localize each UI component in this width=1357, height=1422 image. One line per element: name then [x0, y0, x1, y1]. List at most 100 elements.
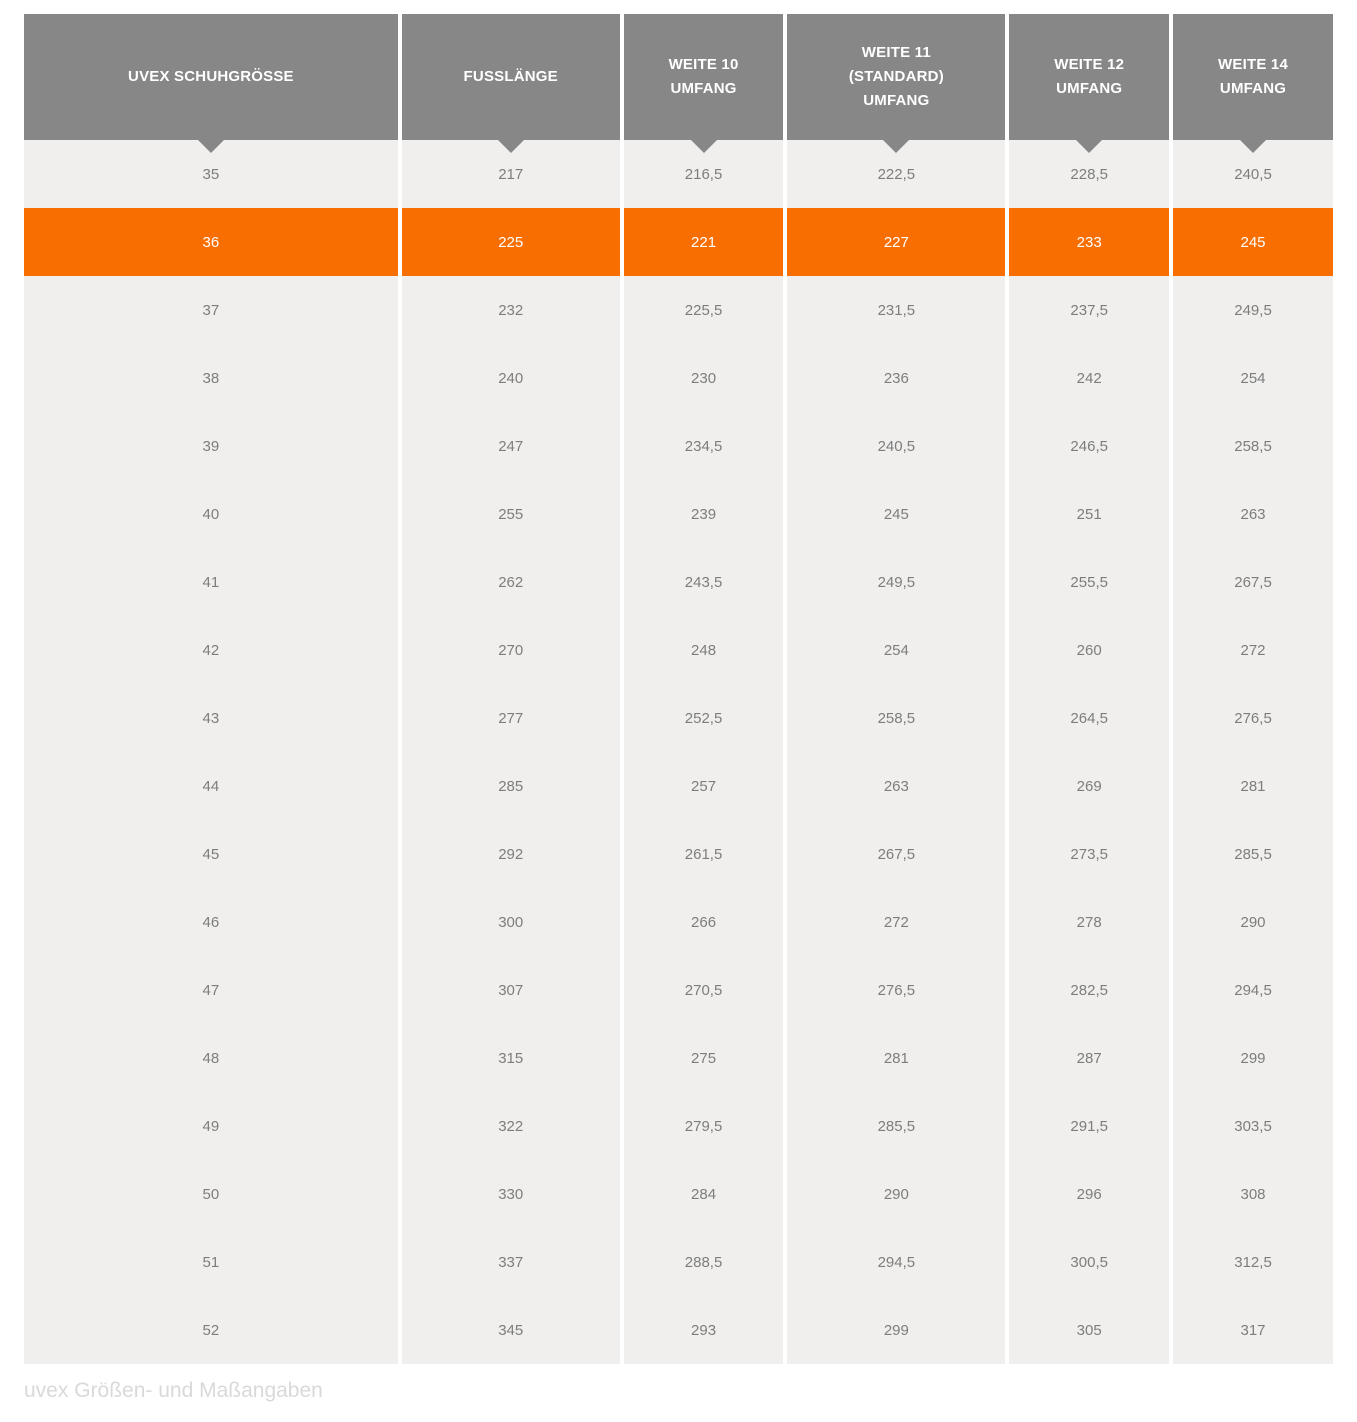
column-header-6: WEITE 14 UMFANG	[1173, 14, 1333, 153]
column-header-label: WEITE 11 (STANDARD) UMFANG	[848, 44, 944, 109]
cell-measurement: 251	[1009, 480, 1170, 548]
table-row-size-50[interactable]: 50 330 284 290 296 308	[24, 1160, 1333, 1228]
cell-measurement: 287	[1009, 1024, 1170, 1092]
table-header-row: UVEX SCHUHGRÖSSE FUSSLÄNGE WEITE 10 UMFANG W…	[24, 14, 1333, 153]
cell-measurement: 245	[787, 480, 1006, 548]
table-row-size-36[interactable]: 36 225 221 227 233 245	[24, 208, 1333, 276]
cell-measurement: 227	[787, 208, 1006, 276]
cell-measurement: 307	[401, 956, 620, 1024]
cell-measurement: 269	[1009, 752, 1170, 820]
table-row-size-40[interactable]: 40 255 239 245 251 263	[24, 480, 1333, 548]
column-header-label: WEITE 12 UMFANG	[1054, 56, 1125, 97]
cell-measurement: 262	[401, 548, 620, 616]
cell-measurement: 277	[401, 684, 620, 752]
cell-measurement: 225	[401, 208, 620, 276]
cell-measurement: 257	[623, 752, 784, 820]
table-row-size-44[interactable]: 44 285 257 263 269 281	[24, 752, 1333, 820]
column-header-2: FUSSLÄNGE	[401, 14, 620, 153]
table-row-size-37[interactable]: 37 232 225,5 231,5 237,5 249,5	[24, 276, 1333, 344]
cell-measurement: 281	[787, 1024, 1006, 1092]
table-row-size-51[interactable]: 51 337 288,5 294,5 300,5 312,5	[24, 1228, 1333, 1296]
cell-measurement: 273,5	[1009, 820, 1170, 888]
cell-measurement: 240,5	[787, 412, 1006, 480]
table-row-size-46[interactable]: 46 300 266 272 278 290	[24, 888, 1333, 956]
cell-measurement: 263	[1173, 480, 1333, 548]
cell-measurement: 225,5	[623, 276, 784, 344]
cell-measurement: 243,5	[623, 548, 784, 616]
cell-measurement: 272	[1173, 616, 1333, 684]
cell-measurement: 255	[401, 480, 620, 548]
column-header-5: WEITE 12 UMFANG	[1009, 14, 1170, 153]
header-arrow-down-icon	[882, 139, 911, 153]
cell-measurement: 290	[1173, 888, 1333, 956]
cell-measurement: 221	[623, 208, 784, 276]
cell-measurement: 322	[401, 1092, 620, 1160]
column-header-4: WEITE 11 (STANDARD) UMFANG	[787, 14, 1006, 153]
table-row-size-38[interactable]: 38 240 230 236 242 254	[24, 344, 1333, 412]
header-arrow-down-icon	[496, 139, 525, 153]
table-row-size-47[interactable]: 47 307 270,5 276,5 282,5 294,5	[24, 956, 1333, 1024]
cell-measurement: 300,5	[1009, 1228, 1170, 1296]
size-table: UVEX SCHUHGRÖSSE FUSSLÄNGE WEITE 10 UMFANG W…	[24, 14, 1333, 1364]
table-row-size-48[interactable]: 48 315 275 281 287 299	[24, 1024, 1333, 1092]
cell-measurement: 285,5	[787, 1092, 1006, 1160]
cell-measurement: 285,5	[1173, 820, 1333, 888]
cell-measurement: 272	[787, 888, 1006, 956]
cell-shoe-size: 38	[24, 344, 398, 412]
cell-measurement: 285	[401, 752, 620, 820]
cell-measurement: 263	[787, 752, 1006, 820]
cell-measurement: 240	[401, 344, 620, 412]
cell-measurement: 308	[1173, 1160, 1333, 1228]
cell-measurement: 312,5	[1173, 1228, 1333, 1296]
cell-measurement: 294,5	[1173, 956, 1333, 1024]
cell-measurement: 290	[787, 1160, 1006, 1228]
cell-measurement: 230	[623, 344, 784, 412]
table-row-size-42[interactable]: 42 270 248 254 260 272	[24, 616, 1333, 684]
column-header-1: UVEX SCHUHGRÖSSE	[24, 14, 398, 153]
cell-shoe-size: 42	[24, 616, 398, 684]
table-caption: uvex Größen- und Maßangaben	[24, 1379, 323, 1402]
cell-measurement: 317	[1173, 1296, 1333, 1364]
cell-measurement: 260	[1009, 616, 1170, 684]
header-arrow-down-icon	[689, 139, 718, 153]
cell-measurement: 258,5	[1173, 412, 1333, 480]
header-arrow-down-icon	[1075, 139, 1104, 153]
cell-measurement: 267,5	[1173, 548, 1333, 616]
table-row-size-39[interactable]: 39 247 234,5 240,5 246,5 258,5	[24, 412, 1333, 480]
cell-measurement: 266	[623, 888, 784, 956]
cell-measurement: 300	[401, 888, 620, 956]
header-arrow-down-icon	[196, 139, 225, 153]
cell-measurement: 236	[787, 344, 1006, 412]
cell-measurement: 249,5	[1173, 276, 1333, 344]
cell-measurement: 254	[1173, 344, 1333, 412]
cell-measurement: 276,5	[787, 956, 1006, 1024]
cell-measurement: 288,5	[623, 1228, 784, 1296]
cell-measurement: 255,5	[1009, 548, 1170, 616]
cell-shoe-size: 43	[24, 684, 398, 752]
table-row-size-49[interactable]: 49 322 279,5 285,5 291,5 303,5	[24, 1092, 1333, 1160]
cell-shoe-size: 36	[24, 208, 398, 276]
cell-measurement: 237,5	[1009, 276, 1170, 344]
table-row-size-43[interactable]: 43 277 252,5 258,5 264,5 276,5	[24, 684, 1333, 752]
cell-shoe-size: 50	[24, 1160, 398, 1228]
cell-shoe-size: 51	[24, 1228, 398, 1296]
column-header-3: WEITE 10 UMFANG	[623, 14, 784, 153]
cell-measurement: 252,5	[623, 684, 784, 752]
cell-measurement: 248	[623, 616, 784, 684]
table-row-size-52[interactable]: 52 345 293 299 305 317	[24, 1296, 1333, 1364]
cell-measurement: 246,5	[1009, 412, 1170, 480]
cell-measurement: 345	[401, 1296, 620, 1364]
cell-measurement: 337	[401, 1228, 620, 1296]
column-header-label: UVEX SCHUHGRÖSSE	[128, 68, 294, 85]
cell-measurement: 228,5	[1009, 140, 1170, 208]
column-header-label: WEITE 14 UMFANG	[1218, 56, 1288, 97]
table-row-size-45[interactable]: 45 292 261,5 267,5 273,5 285,5	[24, 820, 1333, 888]
table-row-size-41[interactable]: 41 262 243,5 249,5 255,5 267,5	[24, 548, 1333, 616]
cell-measurement: 258,5	[787, 684, 1006, 752]
cell-measurement: 293	[623, 1296, 784, 1364]
cell-shoe-size: 49	[24, 1092, 398, 1160]
cell-measurement: 264,5	[1009, 684, 1170, 752]
cell-measurement: 232	[401, 276, 620, 344]
cell-measurement: 245	[1173, 208, 1333, 276]
cell-measurement: 330	[401, 1160, 620, 1228]
